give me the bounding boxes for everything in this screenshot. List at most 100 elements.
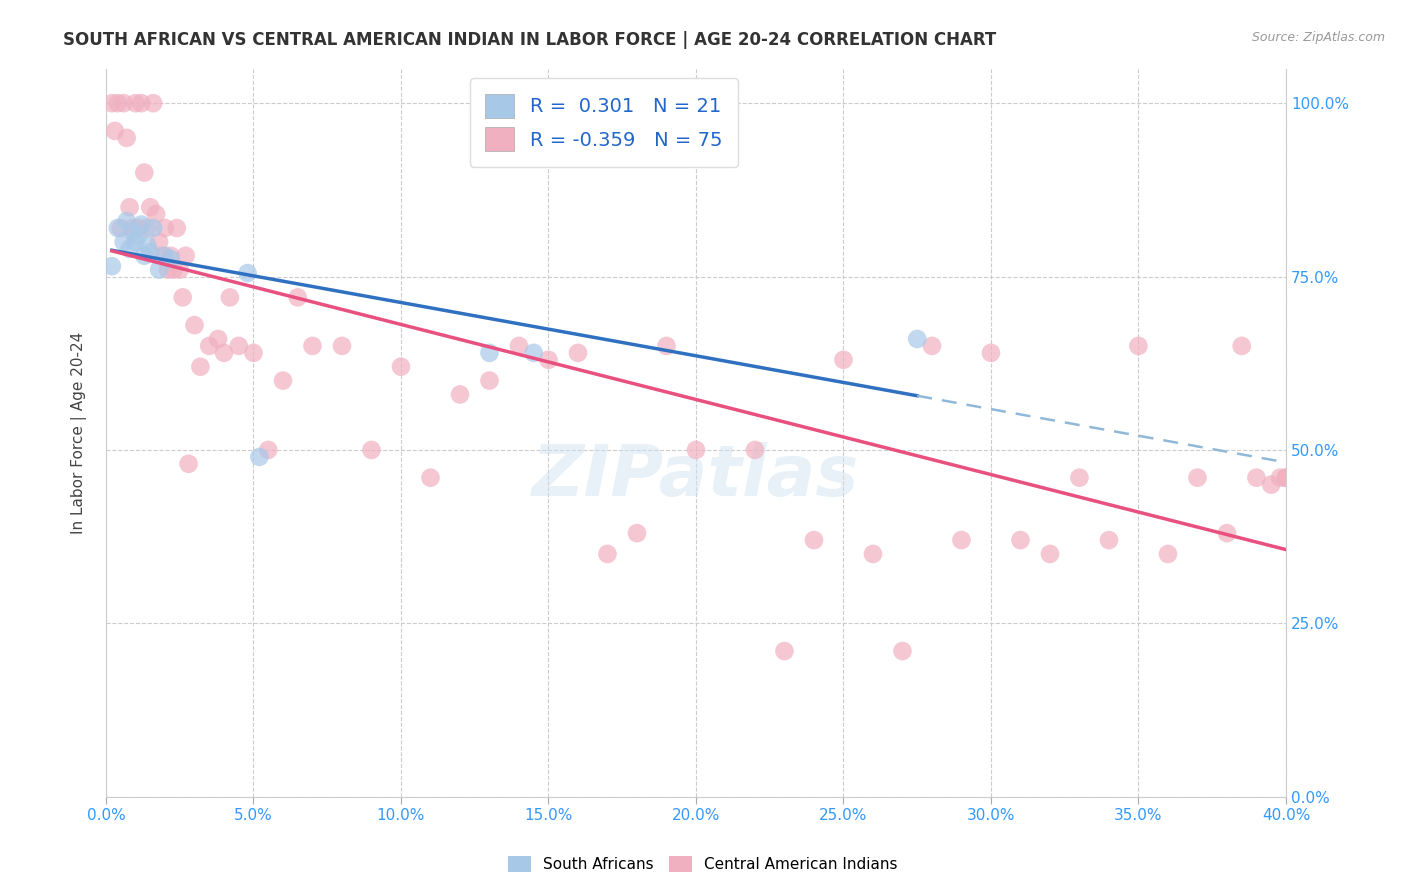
- Point: [131, 218, 153, 232]
- Point: [115, 131, 138, 145]
- Point: [1010, 533, 1032, 547]
- Text: ZIPatlas: ZIPatlas: [533, 442, 859, 511]
- Point: [121, 225, 143, 239]
- Point: [153, 221, 176, 235]
- Point: [183, 318, 205, 332]
- Point: [523, 346, 546, 360]
- Point: [330, 339, 353, 353]
- Point: [207, 332, 229, 346]
- Point: [832, 352, 855, 367]
- Point: [101, 96, 124, 111]
- Point: [156, 262, 179, 277]
- Point: [596, 547, 619, 561]
- Point: [212, 346, 235, 360]
- Point: [139, 200, 162, 214]
- Point: [685, 442, 707, 457]
- Point: [142, 221, 165, 235]
- Point: [567, 346, 589, 360]
- Point: [1039, 547, 1062, 561]
- Point: [950, 533, 973, 547]
- Point: [1187, 471, 1209, 485]
- Point: [101, 259, 124, 273]
- Point: [301, 339, 323, 353]
- Text: SOUTH AFRICAN VS CENTRAL AMERICAN INDIAN IN LABOR FORCE | AGE 20-24 CORRELATION : SOUTH AFRICAN VS CENTRAL AMERICAN INDIAN…: [63, 31, 997, 49]
- Point: [136, 221, 159, 235]
- Point: [1098, 533, 1121, 547]
- Point: [110, 221, 132, 235]
- Point: [104, 124, 127, 138]
- Point: [1069, 471, 1091, 485]
- Point: [118, 242, 141, 256]
- Point: [1216, 526, 1239, 541]
- Point: [1275, 471, 1298, 485]
- Legend: South Africans, Central American Indians: South Africans, Central American Indians: [501, 848, 905, 880]
- Point: [139, 245, 162, 260]
- Point: [744, 442, 766, 457]
- Point: [287, 290, 309, 304]
- Point: [134, 165, 156, 179]
- Point: [862, 547, 884, 561]
- Point: [127, 221, 149, 235]
- Point: [449, 387, 471, 401]
- Point: [163, 262, 186, 277]
- Point: [198, 339, 221, 353]
- Point: [247, 450, 270, 464]
- Point: [389, 359, 412, 374]
- Point: [107, 96, 129, 111]
- Point: [478, 374, 501, 388]
- Point: [160, 249, 183, 263]
- Point: [478, 346, 501, 360]
- Point: [508, 339, 530, 353]
- Point: [655, 339, 678, 353]
- Point: [174, 249, 197, 263]
- Point: [773, 644, 796, 658]
- Text: Source: ZipAtlas.com: Source: ZipAtlas.com: [1251, 31, 1385, 45]
- Point: [107, 221, 129, 235]
- Point: [257, 442, 280, 457]
- Point: [124, 235, 146, 249]
- Point: [219, 290, 242, 304]
- Y-axis label: In Labor Force | Age 20-24: In Labor Force | Age 20-24: [72, 332, 87, 533]
- Point: [148, 235, 170, 249]
- Point: [1268, 471, 1291, 485]
- Point: [1260, 477, 1282, 491]
- Point: [921, 339, 943, 353]
- Point: [112, 235, 135, 249]
- Point: [153, 249, 176, 263]
- Point: [537, 352, 560, 367]
- Point: [148, 262, 170, 277]
- Point: [145, 207, 167, 221]
- Point: [905, 332, 928, 346]
- Point: [115, 214, 138, 228]
- Point: [891, 644, 914, 658]
- Point: [160, 252, 183, 267]
- Point: [190, 359, 212, 374]
- Point: [228, 339, 250, 353]
- Point: [626, 526, 648, 541]
- Point: [127, 227, 149, 242]
- Point: [136, 238, 159, 252]
- Point: [121, 221, 143, 235]
- Point: [360, 442, 382, 457]
- Legend: R =  0.301   N = 21, R = -0.359   N = 75: R = 0.301 N = 21, R = -0.359 N = 75: [470, 78, 738, 167]
- Point: [169, 262, 191, 277]
- Point: [150, 249, 173, 263]
- Point: [980, 346, 1002, 360]
- Point: [242, 346, 264, 360]
- Point: [177, 457, 200, 471]
- Point: [1128, 339, 1150, 353]
- Point: [271, 374, 294, 388]
- Point: [172, 290, 194, 304]
- Point: [1157, 547, 1180, 561]
- Point: [419, 471, 441, 485]
- Point: [1246, 471, 1268, 485]
- Point: [803, 533, 825, 547]
- Point: [131, 96, 153, 111]
- Point: [1230, 339, 1253, 353]
- Point: [236, 266, 259, 280]
- Point: [134, 249, 156, 263]
- Point: [142, 96, 165, 111]
- Point: [124, 96, 146, 111]
- Point: [1275, 471, 1298, 485]
- Point: [166, 221, 188, 235]
